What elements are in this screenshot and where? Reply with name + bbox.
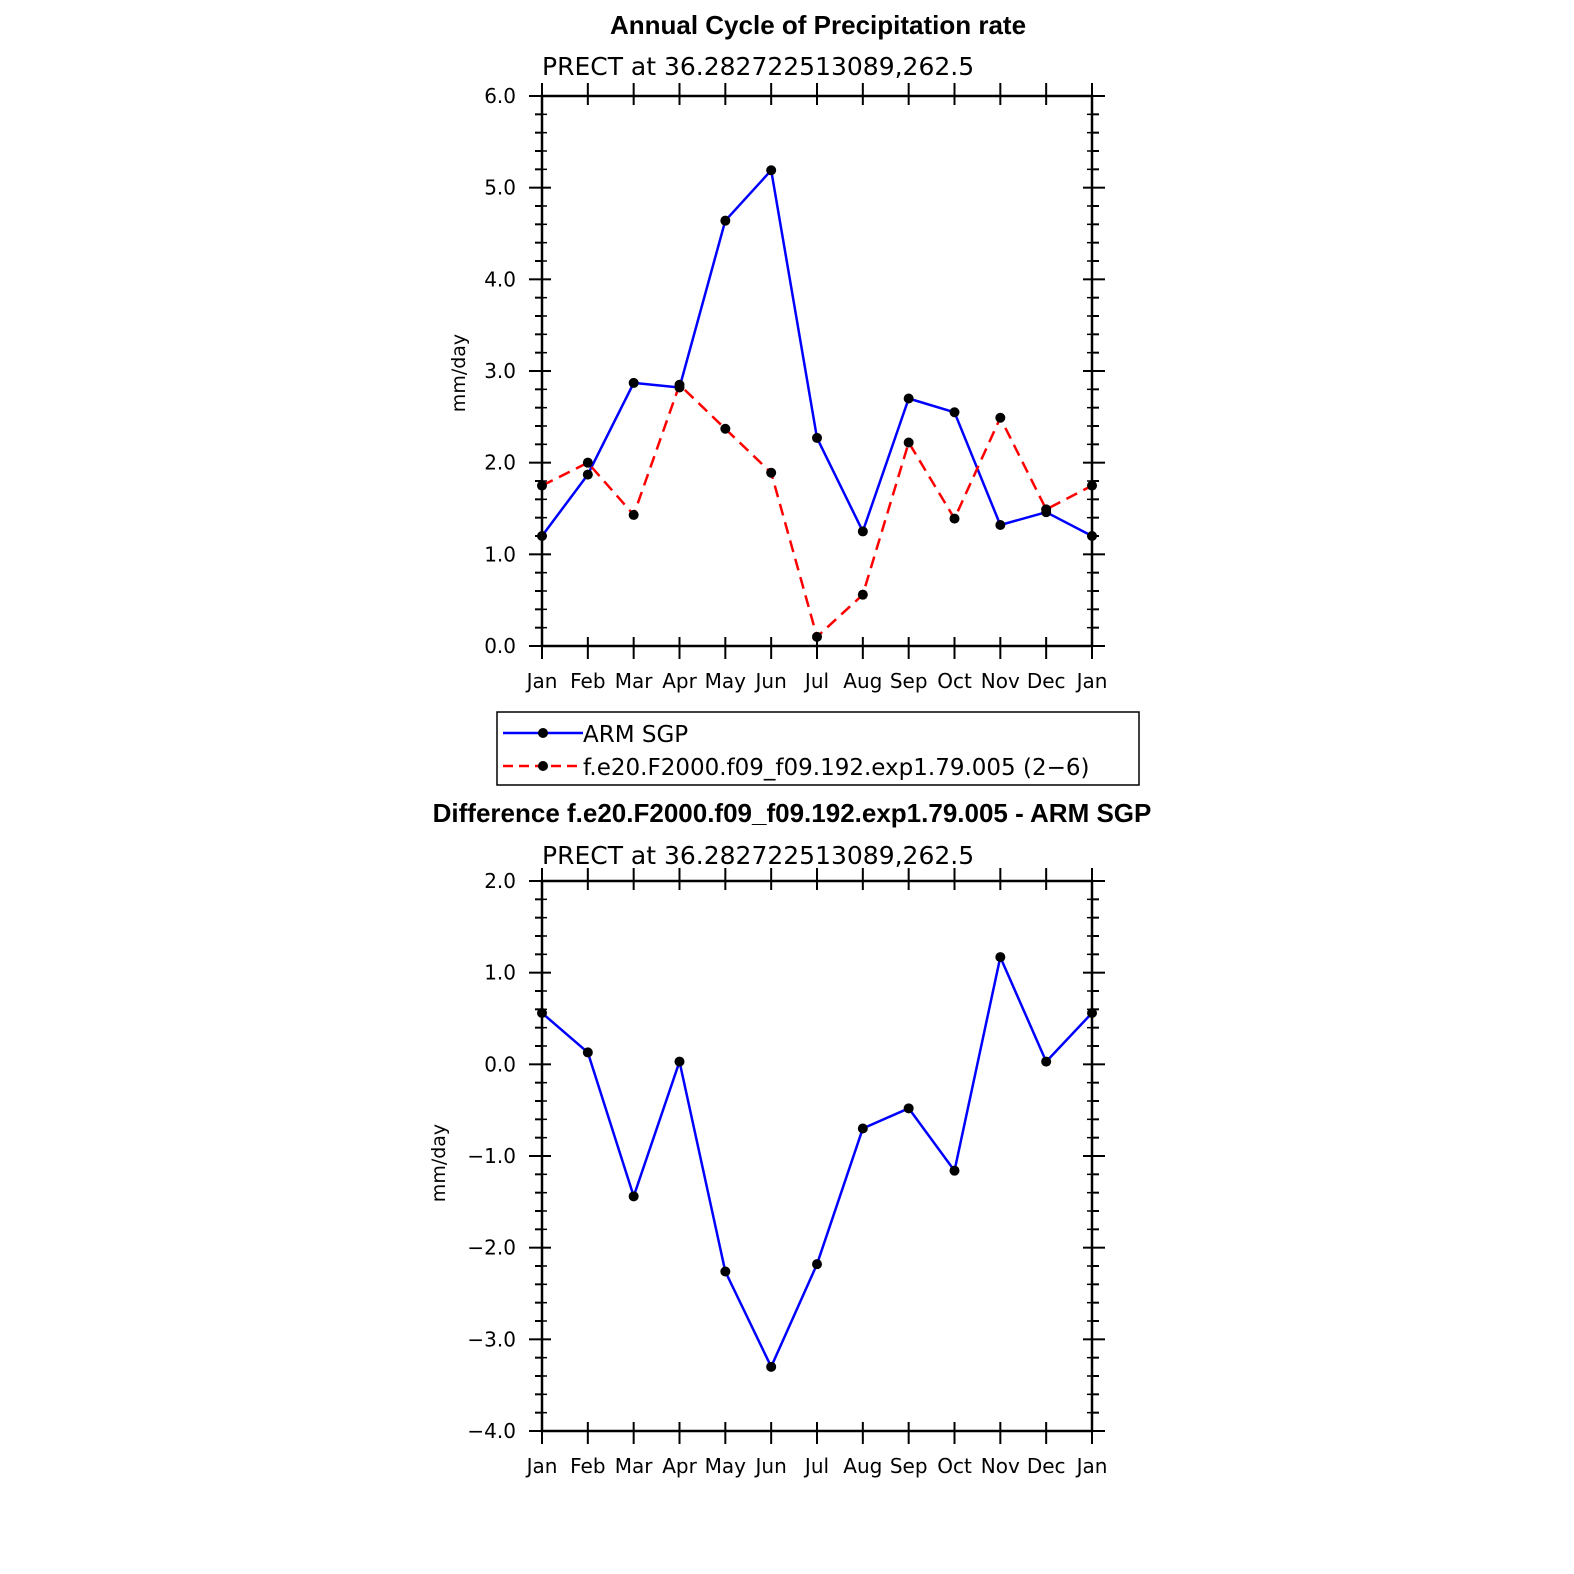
series-line-0 bbox=[540, 169, 1093, 538]
y-axis-label: mm/day bbox=[448, 334, 470, 412]
x-tick-label: Feb bbox=[570, 1454, 605, 1478]
x-tick-label: Feb bbox=[570, 669, 605, 693]
series-line-1 bbox=[541, 383, 1093, 639]
x-tick-label: May bbox=[705, 1454, 747, 1478]
plot-frame bbox=[540, 879, 1094, 1433]
chart-subtitle: PRECT at 36.282722513089,262.5 bbox=[542, 52, 974, 81]
data-point bbox=[720, 215, 731, 226]
data-point bbox=[537, 1008, 547, 1018]
y-tick-label: 2.0 bbox=[484, 869, 516, 893]
x-tick-label: Jul bbox=[803, 1454, 829, 1478]
y-tick-label: 1.0 bbox=[484, 542, 516, 566]
data-point bbox=[582, 469, 593, 480]
data-point bbox=[1041, 1056, 1052, 1067]
x-tick-label: Apr bbox=[662, 669, 697, 693]
y-tick-label: 3.0 bbox=[484, 359, 516, 383]
data-point bbox=[582, 1047, 593, 1058]
x-tick-label: Sep bbox=[890, 1454, 928, 1478]
x-tick-label: May bbox=[705, 669, 747, 693]
x-tick-label: Nov bbox=[981, 669, 1020, 693]
data-point bbox=[720, 1266, 731, 1277]
y-tick-label: −3.0 bbox=[467, 1327, 516, 1351]
data-point bbox=[766, 1361, 777, 1372]
x-tick-label: Dec bbox=[1027, 1454, 1066, 1478]
legend-marker-arm-sgp bbox=[538, 728, 548, 738]
y-tick-label: 5.0 bbox=[484, 176, 516, 200]
data-point bbox=[628, 509, 639, 520]
data-point bbox=[628, 377, 639, 388]
data-point bbox=[995, 412, 1006, 423]
chart-title: Difference f.e20.F2000.f09_f09.192.exp1.… bbox=[433, 798, 1152, 828]
data-point bbox=[857, 589, 868, 600]
data-point bbox=[812, 631, 822, 642]
y-tick-label: −4.0 bbox=[467, 1419, 516, 1443]
x-tick-label: Jan bbox=[525, 1454, 558, 1478]
data-point bbox=[857, 1123, 868, 1134]
y-tick-label: −1.0 bbox=[467, 1144, 516, 1168]
y-tick-label: 0.0 bbox=[484, 634, 516, 658]
data-point bbox=[628, 1191, 639, 1202]
x-tick-label: Oct bbox=[937, 669, 972, 693]
legend-label-arm-sgp: ARM SGP bbox=[583, 722, 688, 748]
legend-label-model: f.e20.F2000.f09_f09.192.exp1.79.005 (2−6… bbox=[583, 755, 1089, 781]
data-point bbox=[766, 165, 777, 176]
x-tick-label: Sep bbox=[890, 669, 928, 693]
x-tick-label: Nov bbox=[981, 1454, 1020, 1478]
y-tick-label: 1.0 bbox=[484, 961, 516, 985]
x-tick-label: Jul bbox=[803, 669, 829, 693]
x-tick-label: Mar bbox=[615, 669, 654, 693]
y-tick-label: 4.0 bbox=[484, 267, 516, 291]
data-point bbox=[995, 952, 1006, 963]
data-point bbox=[857, 526, 868, 537]
x-tick-label: Dec bbox=[1027, 669, 1066, 693]
annual-cycle-chart: Annual Cycle of Precipitation rate PRECT… bbox=[448, 10, 1107, 693]
y-tick-label: 6.0 bbox=[484, 84, 516, 108]
data-point bbox=[903, 437, 914, 448]
data-point bbox=[812, 432, 822, 443]
data-point bbox=[582, 457, 593, 468]
data-point bbox=[537, 531, 547, 541]
x-tick-label: Jan bbox=[1075, 669, 1108, 693]
data-point bbox=[812, 1259, 822, 1270]
legend-marker-model bbox=[538, 761, 548, 771]
y-tick-label: 2.0 bbox=[484, 451, 516, 475]
data-point bbox=[1087, 531, 1097, 541]
legend-box bbox=[496, 711, 1140, 786]
data-point bbox=[903, 393, 914, 404]
data-point bbox=[949, 1165, 960, 1176]
y-axis-label: mm/day bbox=[428, 1124, 450, 1202]
data-point bbox=[903, 1103, 914, 1114]
x-tick-label: Jun bbox=[754, 669, 787, 693]
x-tick-label: Jan bbox=[525, 669, 558, 693]
data-point bbox=[674, 379, 685, 390]
data-point bbox=[1087, 480, 1097, 491]
plot-frame bbox=[540, 94, 1094, 648]
chart-subtitle: PRECT at 36.282722513089,262.5 bbox=[542, 841, 974, 870]
difference-chart: Difference f.e20.F2000.f09_f09.192.exp1.… bbox=[428, 798, 1151, 1478]
x-tick-label: Mar bbox=[615, 1454, 654, 1478]
x-tick-label: Aug bbox=[843, 669, 882, 693]
x-tick-label: Aug bbox=[843, 1454, 882, 1478]
data-point bbox=[949, 513, 960, 524]
data-point bbox=[1041, 504, 1052, 515]
chart-title: Annual Cycle of Precipitation rate bbox=[610, 10, 1026, 40]
y-tick-label: −2.0 bbox=[467, 1236, 516, 1260]
data-point bbox=[1087, 1008, 1097, 1018]
data-point bbox=[720, 423, 731, 434]
x-tick-label: Oct bbox=[937, 1454, 972, 1478]
y-tick-label: 0.0 bbox=[484, 1052, 516, 1076]
series-line-0 bbox=[541, 955, 1093, 1369]
data-point bbox=[949, 407, 960, 418]
data-point bbox=[995, 520, 1006, 530]
x-tick-label: Jan bbox=[1075, 1454, 1108, 1478]
data-point bbox=[674, 1056, 685, 1067]
x-tick-label: Jun bbox=[754, 1454, 787, 1478]
data-point bbox=[766, 467, 777, 478]
legend: ARM SGP f.e20.F2000.f09_f09.192.exp1.79.… bbox=[496, 711, 1140, 786]
x-tick-label: Apr bbox=[662, 1454, 697, 1478]
data-point bbox=[537, 480, 547, 491]
